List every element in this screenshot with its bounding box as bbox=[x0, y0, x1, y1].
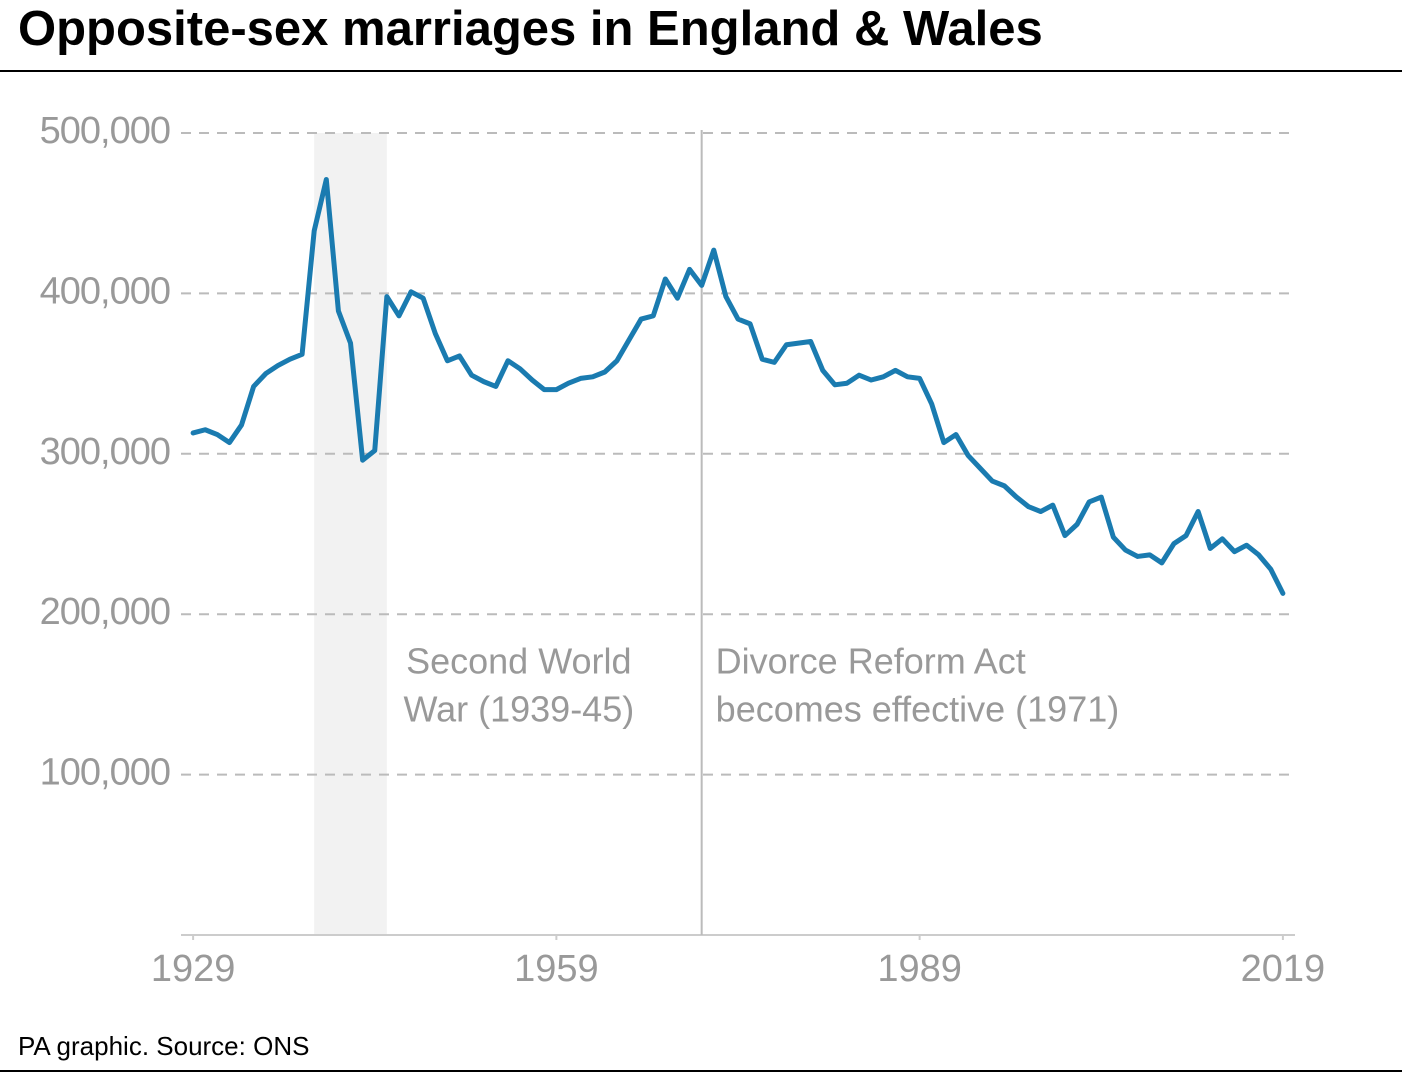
chart-title: Opposite-sex marriages in England & Wale… bbox=[18, 2, 1043, 56]
annotation: becomes effective (1971) bbox=[716, 689, 1120, 730]
annotation: Second World bbox=[406, 641, 631, 682]
x-tick-label: 1989 bbox=[877, 948, 962, 990]
y-tick-label: 300,000 bbox=[40, 431, 170, 473]
y-tick-label: 100,000 bbox=[40, 752, 170, 794]
y-tick-label: 500,000 bbox=[40, 110, 170, 152]
annotation: War (1939-45) bbox=[403, 689, 634, 730]
source: PA graphic. Source: ONS bbox=[18, 1031, 309, 1061]
x-tick-label: 2019 bbox=[1241, 948, 1326, 990]
shaded-range bbox=[314, 133, 387, 935]
x-tick-label: 1959 bbox=[514, 948, 599, 990]
data-line bbox=[190, 177, 1286, 596]
y-tick-label: 400,000 bbox=[40, 270, 170, 312]
y-tick-label: 200,000 bbox=[40, 591, 170, 633]
x-tick-label: 1929 bbox=[151, 948, 236, 990]
annotation: Divorce Reform Act bbox=[716, 641, 1026, 682]
